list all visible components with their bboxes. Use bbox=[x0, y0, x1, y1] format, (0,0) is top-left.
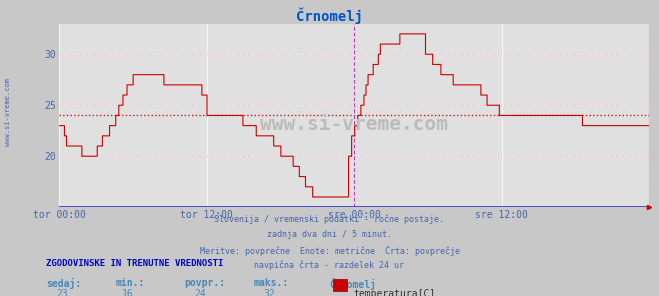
Text: 32: 32 bbox=[264, 289, 275, 296]
Text: Slovenija / vremenski podatki - ročne postaje.: Slovenija / vremenski podatki - ročne po… bbox=[214, 215, 445, 224]
Text: 16: 16 bbox=[122, 289, 134, 296]
Text: Meritve: povprečne  Enote: metrične  Črta: povprečje: Meritve: povprečne Enote: metrične Črta:… bbox=[200, 245, 459, 256]
Text: Črnomelj: Črnomelj bbox=[330, 278, 376, 290]
Text: maks.:: maks.: bbox=[254, 278, 289, 288]
Text: 23: 23 bbox=[56, 289, 68, 296]
Text: min.:: min.: bbox=[115, 278, 145, 288]
Text: www.si-vreme.com: www.si-vreme.com bbox=[260, 115, 448, 134]
Text: www.si-vreme.com: www.si-vreme.com bbox=[5, 78, 11, 147]
Text: Črnomelj: Črnomelj bbox=[296, 7, 363, 24]
Text: navpična črta - razdelek 24 ur: navpična črta - razdelek 24 ur bbox=[254, 261, 405, 270]
Text: zadnja dva dni / 5 minut.: zadnja dva dni / 5 minut. bbox=[267, 230, 392, 239]
Text: ZGODOVINSKE IN TRENUTNE VREDNOSTI: ZGODOVINSKE IN TRENUTNE VREDNOSTI bbox=[46, 259, 223, 268]
Text: 24: 24 bbox=[194, 289, 206, 296]
Text: sedaj:: sedaj: bbox=[46, 278, 81, 289]
Text: povpr.:: povpr.: bbox=[185, 278, 225, 288]
Text: temperatura[C]: temperatura[C] bbox=[354, 289, 436, 296]
